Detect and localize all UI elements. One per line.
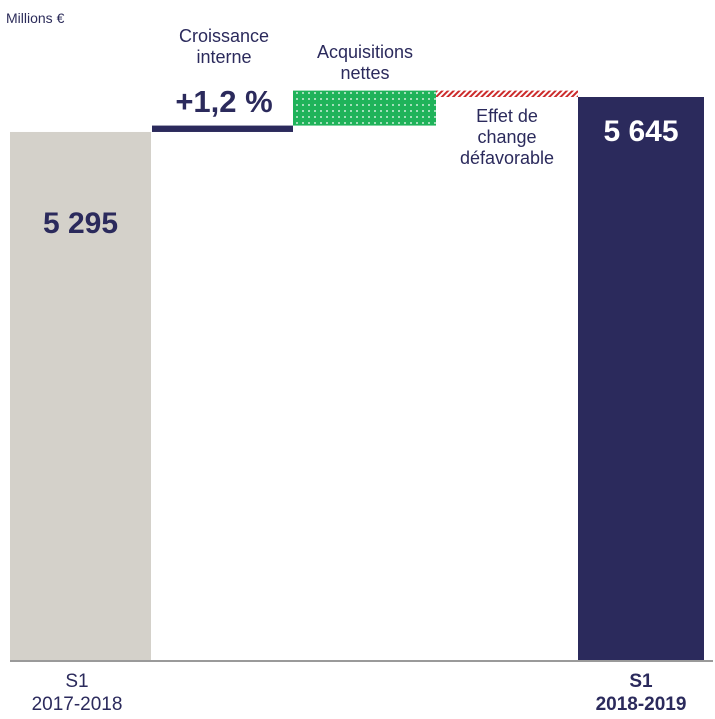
waterfall-bar-2 <box>152 125 293 132</box>
waterfall-bar-1 <box>10 131 151 661</box>
step-label-change: Effet de change défavorable <box>459 106 555 168</box>
waterfall-bar-4 <box>436 90 578 97</box>
unit-label: Millions € <box>6 10 65 26</box>
bar-value-label: 5 645 <box>603 115 679 148</box>
step-label-acquisitions: Acquisitions nettes <box>316 42 414 83</box>
x-tick-label: S1 2017-2018 <box>31 671 123 715</box>
bar-value-label: 5 295 <box>42 207 119 240</box>
waterfall-bar-5 <box>578 97 704 661</box>
x-tick-label: S1 2018-2019 <box>595 671 687 715</box>
bar-value-label: +1,2 % <box>175 84 273 119</box>
step-label-croissance: Croissance interne <box>178 26 270 67</box>
waterfall-bar-3 <box>293 90 436 126</box>
